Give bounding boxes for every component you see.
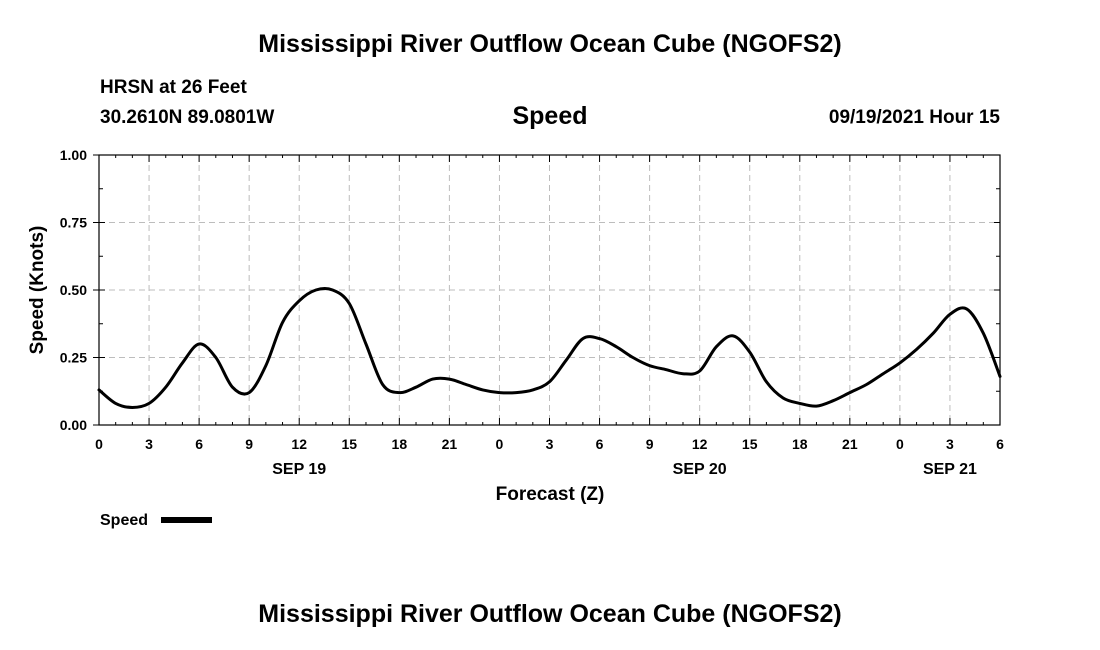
date-label: SEP 20 <box>673 461 727 478</box>
x-tick-label: 0 <box>896 436 904 452</box>
legend-label: Speed <box>100 512 148 529</box>
x-tick-label: 9 <box>245 436 253 452</box>
timestamp-label: 09/19/2021 Hour 15 <box>828 107 1000 128</box>
x-tick-label: 6 <box>996 436 1004 452</box>
x-tick-label: 21 <box>442 436 458 452</box>
x-tick-label: 21 <box>842 436 858 452</box>
date-label: SEP 19 <box>272 461 326 478</box>
series-line-speed <box>97 286 1002 409</box>
x-tick-label: 6 <box>195 436 203 452</box>
station-label: HRSN at 26 Feet <box>100 77 247 98</box>
tick-labels: 0 3 6 9 12 15 18 21 0 3 6 9 12 15 18 21 0 3 6 0.00 0.25 0.50 0… <box>60 147 1004 478</box>
speed-chart: Speed 0 3 6 9 12 15 18 21 0 3 6 9 12 15 18 21 0 3 6 0.00 0.2… <box>27 102 1004 529</box>
y-axis-label: Speed (Knots) <box>27 226 48 355</box>
x-tick-label: 0 <box>95 436 103 452</box>
y-tick-label: 1.00 <box>60 147 87 163</box>
x-tick-label: 12 <box>291 436 307 452</box>
x-tick-label: 9 <box>646 436 654 452</box>
x-tick-label: 3 <box>546 436 554 452</box>
x-tick-label: 0 <box>496 436 504 452</box>
x-tick-label: 15 <box>742 436 758 452</box>
x-tick-label: 3 <box>145 436 153 452</box>
x-tick-label: 18 <box>792 436 808 452</box>
axis-ticks <box>93 154 1001 426</box>
y-tick-label: 0.00 <box>60 417 87 433</box>
date-label: SEP 21 <box>923 461 977 478</box>
x-tick-label: 15 <box>341 436 357 452</box>
y-tick-label: 0.50 <box>60 282 87 298</box>
x-tick-label: 18 <box>392 436 408 452</box>
x-tick-label: 3 <box>946 436 954 452</box>
y-tick-label: 0.75 <box>60 215 87 231</box>
x-tick-label: 6 <box>596 436 604 452</box>
coordinates-label: 30.2610N 89.0801W <box>100 107 275 128</box>
grid <box>99 155 1000 425</box>
chart-title: Speed <box>512 102 587 130</box>
x-tick-label: 12 <box>692 436 708 452</box>
y-tick-label: 0.25 <box>60 350 87 366</box>
page-title: Mississippi River Outflow Ocean Cube (NG… <box>258 30 842 58</box>
footer-title: Mississippi River Outflow Ocean Cube (NG… <box>258 600 842 628</box>
x-axis-label: Forecast (Z) <box>496 484 605 505</box>
